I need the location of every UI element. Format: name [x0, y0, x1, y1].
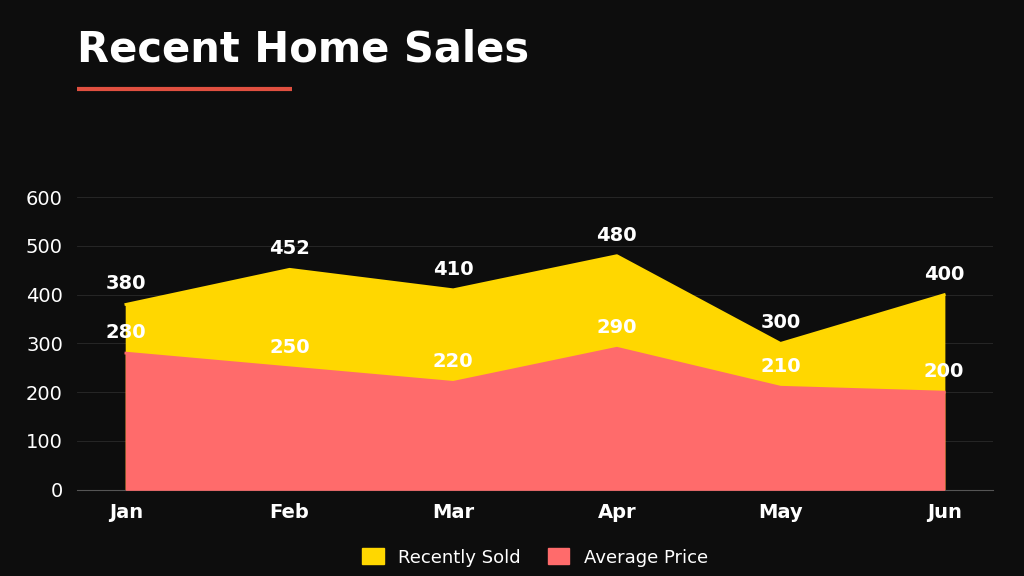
- Text: 300: 300: [761, 313, 801, 332]
- Text: 280: 280: [105, 323, 146, 342]
- Text: Recent Home Sales: Recent Home Sales: [77, 29, 529, 71]
- Text: 250: 250: [269, 338, 310, 357]
- Text: 380: 380: [105, 274, 146, 293]
- Text: 210: 210: [760, 357, 801, 376]
- Text: 452: 452: [269, 239, 310, 258]
- Text: 410: 410: [433, 260, 473, 279]
- Legend: Recently Sold, Average Price: Recently Sold, Average Price: [353, 539, 717, 575]
- Text: 220: 220: [433, 353, 473, 372]
- Text: 480: 480: [597, 226, 637, 245]
- Text: 400: 400: [924, 264, 965, 283]
- Text: 200: 200: [924, 362, 965, 381]
- Text: 290: 290: [597, 318, 637, 337]
